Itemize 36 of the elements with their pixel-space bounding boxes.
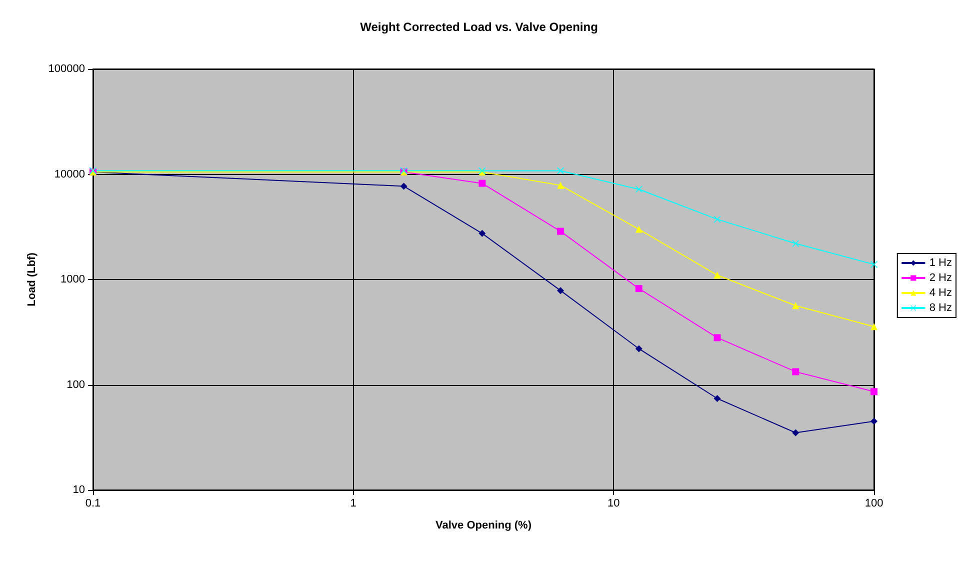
point (635, 226, 642, 233)
point (870, 260, 878, 268)
point (792, 302, 800, 310)
point (792, 368, 800, 376)
y-tick-label: 100000 (48, 63, 85, 75)
point (714, 395, 721, 402)
point (870, 323, 878, 330)
point (635, 345, 642, 352)
point (870, 388, 878, 396)
legend-label: 2 Hz (929, 272, 952, 284)
point (635, 285, 642, 292)
point (557, 182, 564, 189)
point (557, 228, 564, 235)
point (714, 272, 721, 279)
x-axis-title: Valve Opening (%) (436, 520, 532, 532)
point (557, 287, 564, 294)
point (714, 216, 721, 223)
chart-title: Weight Corrected Load vs. Valve Opening (360, 20, 598, 34)
point (870, 418, 878, 425)
x-tick-label: 100 (864, 498, 884, 510)
point (400, 182, 408, 190)
y-tick-label: 1000 (60, 274, 85, 286)
y-tick-label: 100 (66, 378, 85, 391)
y-tick-label: 10 (72, 484, 85, 496)
legend-label: 4 Hz (929, 287, 952, 299)
legend-label: 1 Hz (929, 257, 952, 269)
x-tick-label: 10 (608, 498, 620, 510)
x-tick-label: 0.1 (85, 498, 101, 510)
y-tick-label: 10000 (54, 168, 85, 180)
point (714, 334, 721, 342)
point (792, 429, 800, 436)
x-tick-label: 1 (350, 498, 356, 510)
point (478, 230, 486, 237)
y-axis-title: Load (Lbf) (26, 252, 38, 306)
point (478, 180, 486, 187)
legend-label: 8 Hz (929, 302, 952, 314)
